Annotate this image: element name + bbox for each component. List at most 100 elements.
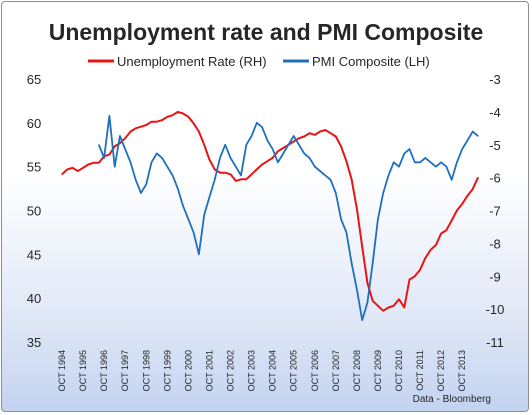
unemployment-point xyxy=(451,219,453,221)
pmi-point xyxy=(372,262,374,264)
pmi-point xyxy=(461,148,463,150)
unemployment-point xyxy=(145,124,147,126)
unemployment-point xyxy=(87,163,89,166)
unemployment-point xyxy=(140,126,142,128)
unemployment-point xyxy=(77,170,79,172)
pmi-point xyxy=(140,192,142,194)
unemployment-point xyxy=(208,158,210,161)
pmi-point xyxy=(224,144,226,146)
x-tick-label: OCT 1994 xyxy=(57,350,67,391)
unemployment-point xyxy=(351,178,353,180)
pmi-point xyxy=(387,174,390,176)
unemployment-point xyxy=(266,160,268,162)
pmi-point xyxy=(435,166,437,168)
pmi-point xyxy=(456,161,458,163)
unemployment-point xyxy=(408,278,411,281)
x-tick-label: OCT 1997 xyxy=(120,350,130,391)
pmi-point xyxy=(145,183,147,185)
pmi-point xyxy=(108,115,110,117)
pmi-point xyxy=(319,170,321,172)
pmi-point xyxy=(98,144,100,146)
unemployment-point xyxy=(414,275,416,277)
pmi-point xyxy=(114,166,116,168)
pmi-point xyxy=(393,161,395,163)
unemployment-point xyxy=(256,168,258,170)
unemployment-point xyxy=(272,157,274,159)
unemployment-point xyxy=(440,232,442,235)
pmi-point xyxy=(166,166,168,168)
pmi-point xyxy=(424,157,426,159)
pmi-point xyxy=(229,157,232,159)
unemployment-point xyxy=(356,208,358,210)
unemployment-point xyxy=(108,154,110,156)
pmi-composite-line xyxy=(98,114,479,321)
unemployment-point xyxy=(229,173,232,175)
pmi-point xyxy=(324,174,326,176)
unemployment-point xyxy=(93,162,95,164)
unemployment-point xyxy=(193,122,195,124)
unemployment-point xyxy=(456,209,458,212)
unemployment-point xyxy=(235,180,237,182)
x-tick-label: OCT 2002 xyxy=(226,350,236,391)
unemployment-point xyxy=(382,310,384,312)
unemployment-point xyxy=(461,203,463,205)
pmi-point xyxy=(156,152,158,155)
pmi-point xyxy=(330,179,332,181)
pmi-point xyxy=(272,148,274,150)
unemployment-point xyxy=(261,163,263,166)
pmi-point xyxy=(187,218,189,220)
unemployment-point xyxy=(377,305,379,307)
unemployment-point xyxy=(393,305,395,307)
left-tick-label: 50 xyxy=(27,204,41,219)
unemployment-point xyxy=(372,300,374,302)
unemployment-point xyxy=(129,131,132,133)
x-tick-label: OCT 2013 xyxy=(457,350,467,391)
right-tick-label: -8 xyxy=(489,236,501,251)
unemployment-point xyxy=(445,229,447,231)
unemployment-point xyxy=(98,162,100,164)
unemployment-point xyxy=(430,249,432,251)
x-tick-label: OCT 2004 xyxy=(268,350,278,391)
unemployment-point xyxy=(182,112,184,115)
right-axis: -3 -4 -5 -6 -7 -8 -9 -10 -11 xyxy=(486,72,505,350)
unemployment-point xyxy=(419,269,421,271)
unemployment-point xyxy=(403,306,405,309)
pmi-point xyxy=(208,196,210,198)
pmi-point xyxy=(161,157,163,159)
pmi-point xyxy=(261,126,263,128)
pmi-point xyxy=(235,166,237,168)
pmi-point xyxy=(266,139,268,141)
left-tick-label: 55 xyxy=(27,160,41,175)
pmi-point xyxy=(124,148,126,150)
right-tick-label: -5 xyxy=(489,138,501,153)
x-tick-label: OCT 2006 xyxy=(310,350,320,391)
right-tick-label: -4 xyxy=(489,105,501,120)
x-tick-label: OCT 2007 xyxy=(331,350,341,391)
unemployment-point xyxy=(219,172,221,174)
unemployment-point xyxy=(166,116,168,118)
pmi-point xyxy=(172,174,174,176)
x-tick-label: OCT 1999 xyxy=(162,350,172,391)
unemployment-point xyxy=(61,173,63,175)
unemployment-point xyxy=(156,121,158,123)
pmi-point xyxy=(472,131,474,133)
pmi-point xyxy=(377,218,379,220)
x-tick-label: OCT 2003 xyxy=(247,350,257,391)
right-tick-label: -3 xyxy=(489,72,501,87)
pmi-point xyxy=(361,319,363,321)
pmi-point xyxy=(150,161,153,163)
x-tick-label: OCT 2008 xyxy=(352,350,362,391)
unemployment-point xyxy=(340,145,342,147)
unemployment-point xyxy=(214,168,216,170)
source-note: Data - Bloomberg xyxy=(413,394,491,405)
pmi-point xyxy=(351,262,353,264)
pmi-point xyxy=(451,179,453,181)
unemployment-point xyxy=(298,137,300,139)
x-tick-label: OCT 1995 xyxy=(78,350,88,391)
pmi-point xyxy=(440,161,442,163)
pmi-point xyxy=(129,161,132,163)
pmi-point xyxy=(214,179,216,181)
unemployment-point xyxy=(66,168,68,170)
right-tick-label: -7 xyxy=(489,204,501,219)
